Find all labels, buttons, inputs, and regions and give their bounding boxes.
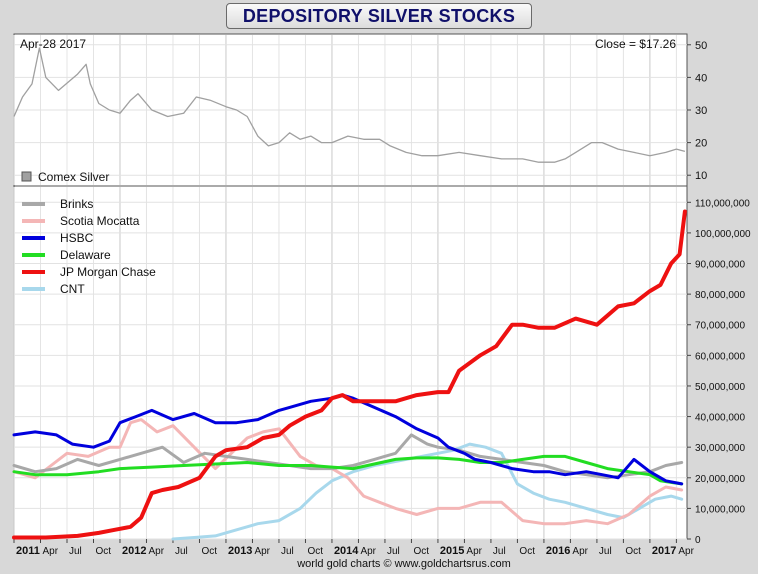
bottom-y-tick-label: 70,000,000 <box>695 321 745 332</box>
x-tick-label: Oct <box>625 546 641 557</box>
bottom-y-tick-label: 40,000,000 <box>695 413 745 424</box>
top-y-tick-label: 30 <box>695 105 707 117</box>
series-line-hsbc <box>12 393 684 486</box>
x-tick-label: 2016 <box>546 545 570 557</box>
top-y-tick-label: 20 <box>695 138 707 150</box>
x-tick-label: Oct <box>413 546 429 557</box>
x-tick-label: Jul <box>69 546 82 557</box>
x-tick-label: Apr <box>360 546 376 557</box>
series-line-delaware <box>12 454 684 486</box>
bottom-y-tick-label: 100,000,000 <box>695 229 751 240</box>
x-tick-label: 2015 <box>440 545 464 557</box>
plot-panel <box>13 33 688 540</box>
footer-credit: world gold charts © www.goldchartsrus.co… <box>296 558 511 570</box>
legend-label-cnt: CNT <box>60 282 85 296</box>
x-tick-label: Jul <box>599 546 612 557</box>
top-y-tick-label: 50 <box>695 40 707 52</box>
x-tick-label: 2012 <box>122 545 146 557</box>
legend-label-delaware: Delaware <box>60 248 111 262</box>
x-tick-label: Apr <box>42 546 58 557</box>
x-tick-label: Jul <box>281 546 294 557</box>
x-tick-label: Apr <box>572 546 588 557</box>
top-annotation-close: Close = $17.26 <box>595 37 676 51</box>
legend-label-scotia-mocatta: Scotia Mocatta <box>60 214 140 228</box>
bottom-y-tick-label: 80,000,000 <box>695 290 745 301</box>
x-tick-label: 2011 <box>16 545 40 557</box>
top-panel-grid <box>13 35 687 185</box>
legend-label-comex: Comex Silver <box>38 170 109 184</box>
bottom-y-tick-label: 50,000,000 <box>695 382 745 393</box>
legend-label-hsbc: HSBC <box>60 231 94 245</box>
x-tick-label: Oct <box>95 546 111 557</box>
x-tick-label: Apr <box>678 546 694 557</box>
x-tick-label: Apr <box>148 546 164 557</box>
bottom-y-axis: 0 10,000,000 20,000,000 30,000,000 40,000,00… <box>687 198 751 546</box>
x-tick-label: Jul <box>175 546 188 557</box>
legend-label-brinks: Brinks <box>60 197 93 211</box>
x-tick-label: Apr <box>254 546 270 557</box>
bottom-y-tick-label: 30,000,000 <box>695 443 745 454</box>
top-y-tick-label: 40 <box>695 72 707 84</box>
legend-swatch-comex <box>21 171 32 182</box>
x-tick-label: Jul <box>493 546 506 557</box>
top-y-tick-label: 10 <box>695 170 707 182</box>
chart-title: DEPOSITORY SILVER STOCKS <box>242 6 516 26</box>
bottom-y-tick-label: 90,000,000 <box>695 260 745 271</box>
x-tick-label: Jul <box>387 546 400 557</box>
bottom-y-tick-label: 110,000,000 <box>695 198 750 209</box>
x-tick-label: 2017 <box>652 545 676 557</box>
top-series-group <box>13 47 686 163</box>
bottom-y-tick-label: 60,000,000 <box>695 351 745 362</box>
x-tick-label: Apr <box>466 546 482 557</box>
top-legend: Comex Silver <box>21 170 109 184</box>
top-annotation-date: Apr-28 2017 <box>20 37 86 51</box>
bottom-legend: Brinks Scotia Mocatta HSBC Delaware JP Morga… <box>22 197 156 296</box>
series-line-comex-silver <box>13 47 686 163</box>
series-line-jp-morgan-chase <box>12 209 687 540</box>
series-line-cnt <box>171 442 684 541</box>
bottom-y-tick-label: 20,000,000 <box>695 474 745 485</box>
x-tick-label: Oct <box>201 546 217 557</box>
bottom-y-tick-label: 0 <box>695 535 701 546</box>
top-y-axis: 10 20 30 40 50 <box>687 40 707 182</box>
x-tick-label: 2013 <box>228 545 252 557</box>
x-tick-label: 2014 <box>334 545 359 557</box>
bottom-y-tick-label: 10,000,000 <box>695 504 745 515</box>
x-tick-label: Oct <box>307 546 323 557</box>
chart-title-box: DEPOSITORY SILVER STOCKS <box>226 3 532 29</box>
bottom-series-group <box>12 209 687 541</box>
x-tick-label: Oct <box>519 546 535 557</box>
legend-label-jp-morgan-chase: JP Morgan Chase <box>60 265 156 279</box>
bottom-panel-grid <box>13 187 687 540</box>
x-axis: 2011 Apr Jul Oct 2012 Apr Jul Oct 2013 Apr Jul Oct 2… <box>13 539 695 557</box>
